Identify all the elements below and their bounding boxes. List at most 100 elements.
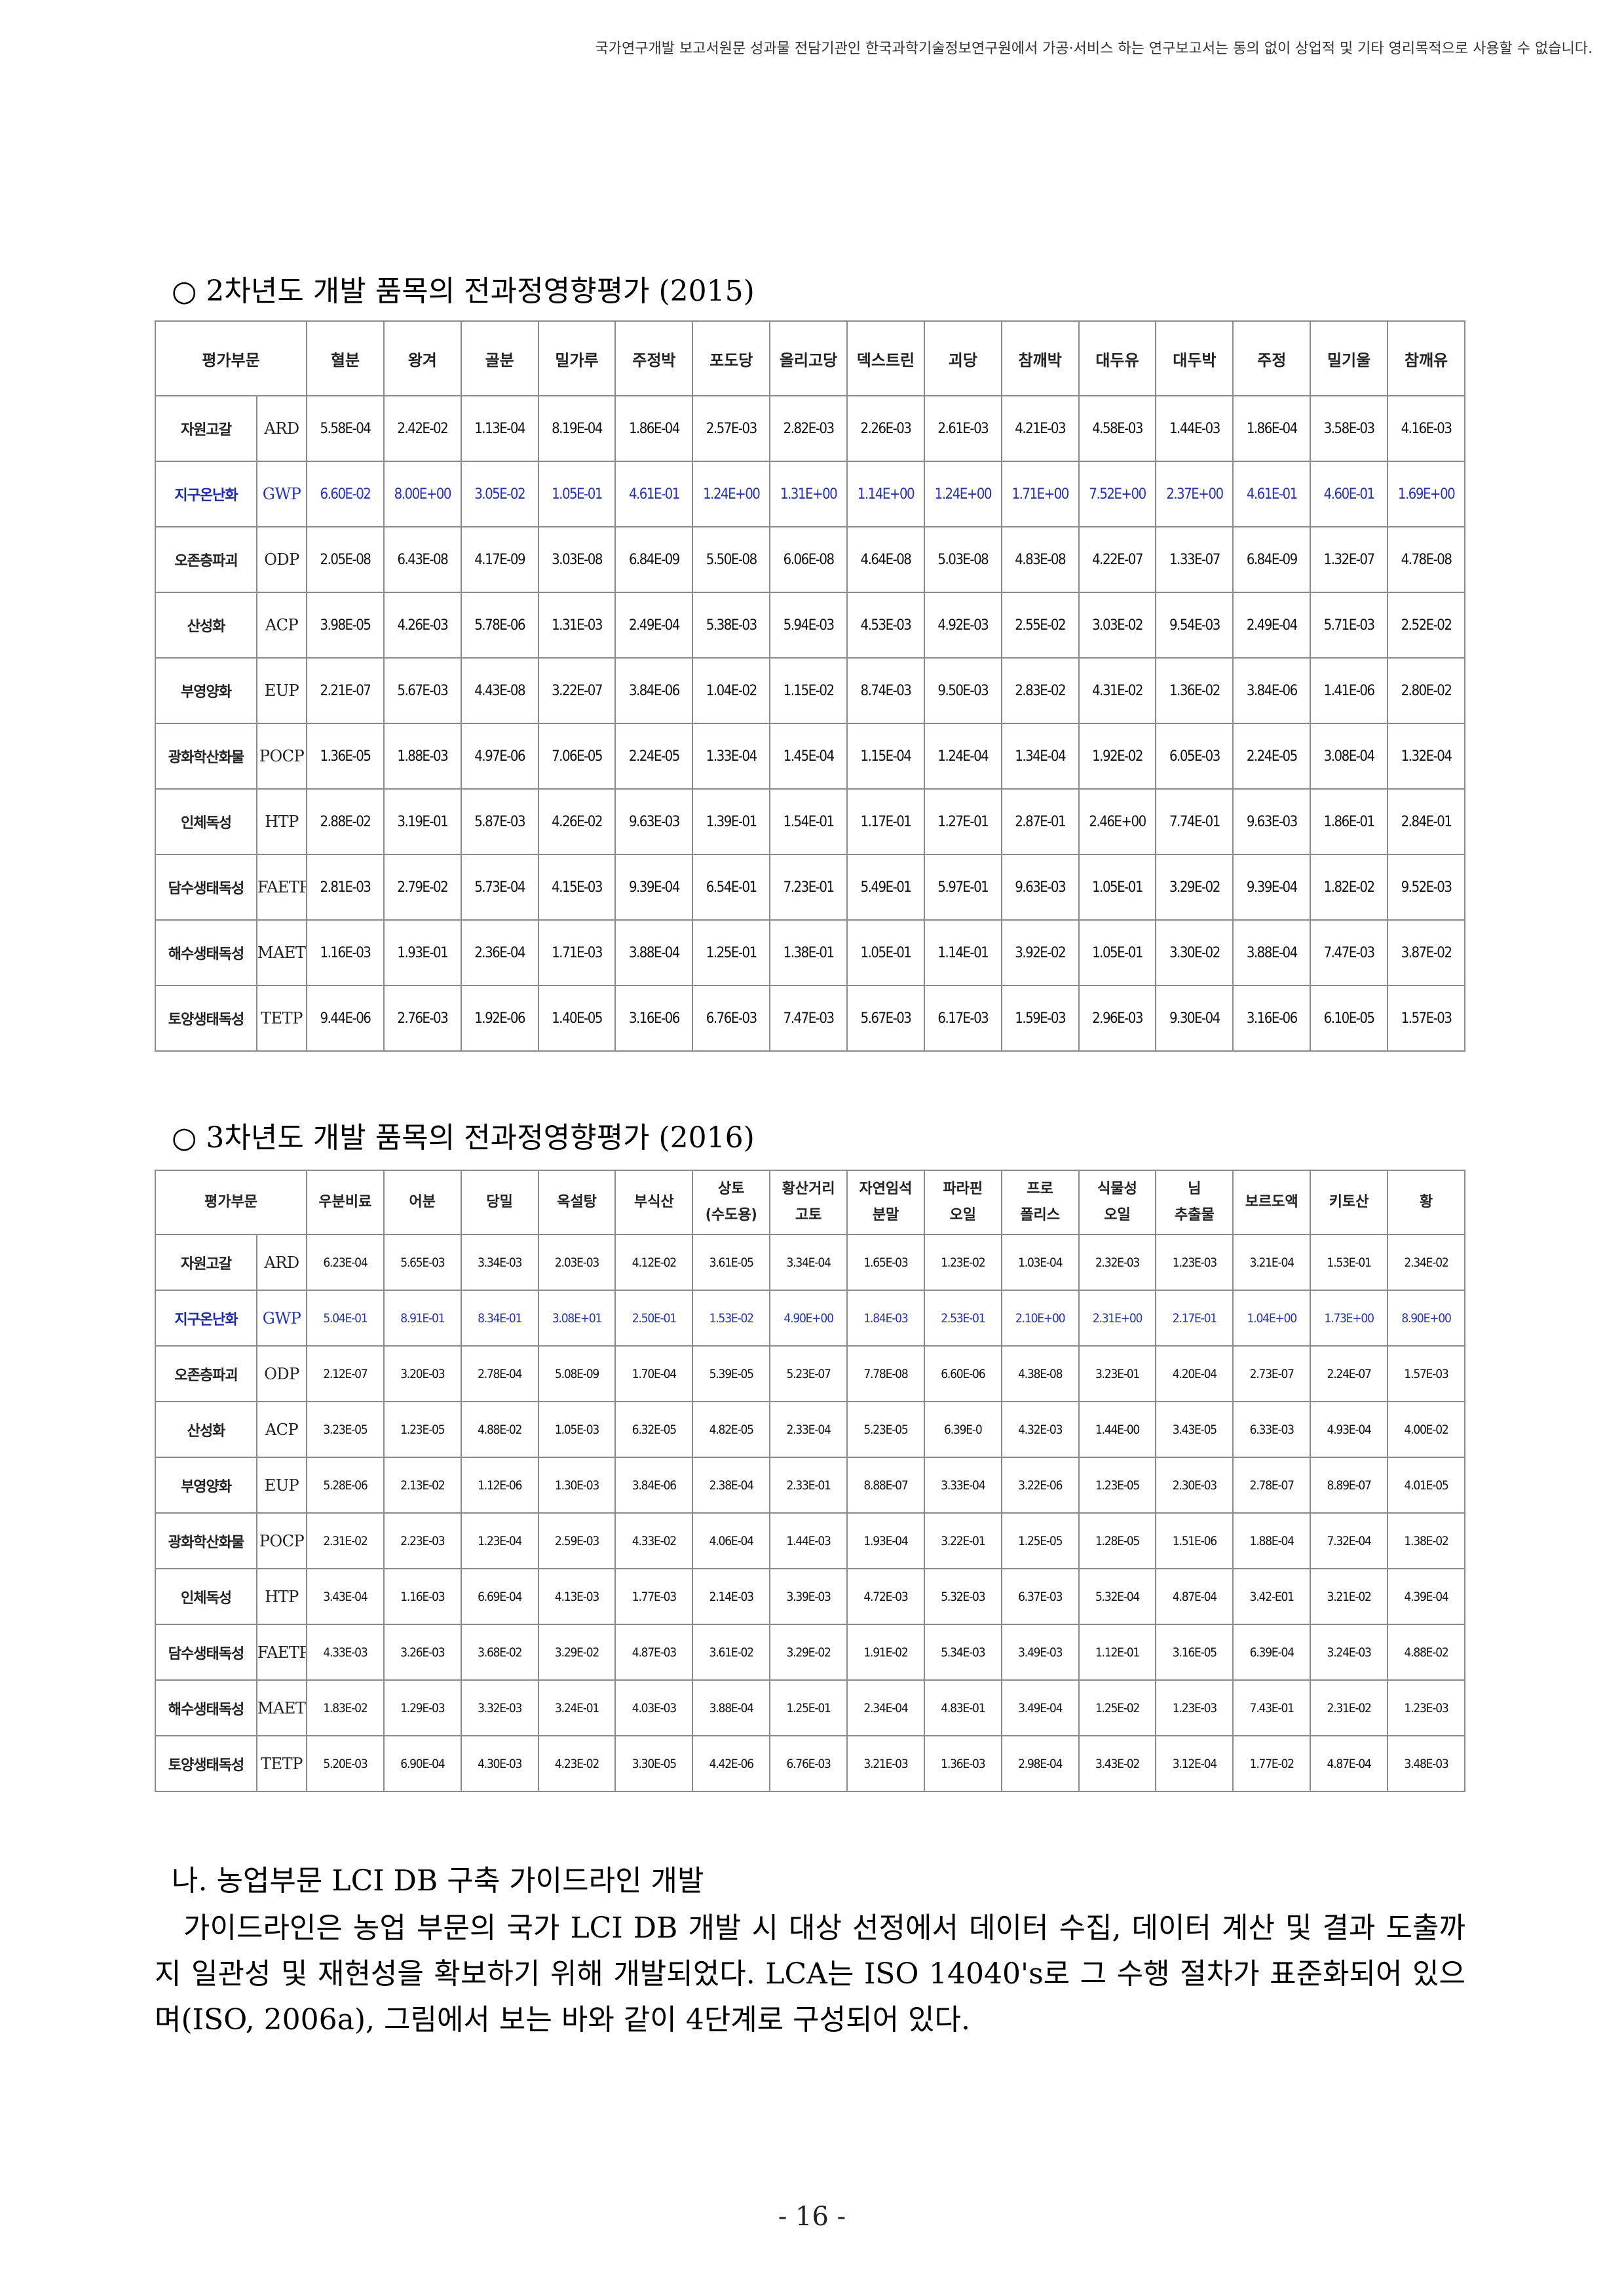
table-cell: 1.44E-00	[1078, 1401, 1157, 1458]
table-cell: 1.25E-02	[1078, 1679, 1157, 1736]
impact-category: 오존층파괴	[155, 526, 257, 593]
column-header-text: 밀기울	[1327, 351, 1371, 370]
impact-code: POCP	[255, 723, 308, 790]
column-header-text: 폴리스	[1020, 1207, 1061, 1223]
column-header-text: 주정박	[632, 351, 676, 370]
table-cell: 3.61E-05	[692, 1234, 771, 1291]
column-header: 주정	[1232, 320, 1312, 396]
table-cell: 8.90E+00	[1387, 1290, 1465, 1347]
column-header-text: 상토	[717, 1181, 745, 1197]
impact-category: 담수생태독성	[155, 1624, 257, 1681]
column-header-text: 오일	[1104, 1207, 1131, 1223]
table-cell: 1.84E-03	[846, 1290, 925, 1347]
column-header-text: 덱스트린	[856, 351, 915, 370]
table-cell: 8.89E-07	[1310, 1457, 1389, 1514]
table-cell: 1.31E+00	[769, 461, 848, 527]
table-cell: 1.12E-06	[460, 1457, 539, 1514]
table-cell: 3.49E-03	[1000, 1624, 1080, 1681]
table-cell: 9.39E-04	[1232, 854, 1312, 921]
table-cell: 3.29E-02	[537, 1624, 616, 1681]
column-header: 식물성 오일	[1078, 1170, 1157, 1235]
table-row: 광화학산화물 POCP 1.36E-05 1.88E-03 4.97E-06 7.06E-…	[155, 723, 1465, 790]
table-cell: 3.26E-03	[383, 1624, 462, 1681]
impact-code: TETP	[255, 985, 308, 1052]
column-header: 괴당	[923, 320, 1002, 396]
impact-category: 해수생태독성	[155, 1679, 257, 1736]
table-cell: 4.92E-03	[923, 592, 1002, 659]
table-cell: 4.61E-01	[614, 461, 694, 527]
table-cell: 1.17E-01	[846, 788, 925, 855]
table-cell: 2.59E-03	[537, 1512, 616, 1569]
table-cell: 4.38E-08	[1000, 1345, 1080, 1402]
table-cell: 3.48E-03	[1387, 1735, 1465, 1792]
table-cell: 1.54E-01	[769, 788, 848, 855]
table-cell: 4.23E-02	[537, 1735, 616, 1792]
table-cell: 3.49E-04	[1000, 1679, 1080, 1736]
table-cell: 2.17E-01	[1155, 1290, 1234, 1347]
table-cell: 4.72E-03	[846, 1568, 925, 1625]
table-cell: 1.23E-05	[1078, 1457, 1157, 1514]
column-header: 포도당	[692, 320, 771, 396]
column-header-text: 우분비료	[318, 1194, 372, 1210]
table-cell: 1.05E-01	[846, 919, 925, 986]
table-cell: 5.94E-03	[769, 592, 848, 659]
table-cell: 2.30E-03	[1155, 1457, 1234, 1514]
table-cell: 1.03E-04	[1000, 1234, 1080, 1291]
table-cell: 1.32E-07	[1310, 526, 1389, 593]
table-cell: 7.78E-08	[846, 1345, 925, 1402]
table-cell: 6.76E-03	[769, 1735, 848, 1792]
table-cell: 4.17E-09	[460, 526, 539, 593]
impact-code: TETP	[256, 1735, 307, 1792]
table-cell: 3.43E-04	[306, 1568, 385, 1625]
table-cell: 7.47E-03	[1310, 919, 1389, 986]
table-cell: 5.08E-09	[537, 1345, 616, 1402]
column-header: 왕겨	[383, 320, 462, 396]
table-cell: 2.12E-07	[306, 1345, 385, 1402]
table-cell: 6.10E-05	[1310, 985, 1389, 1052]
table-cell: 6.39E-0	[923, 1401, 1002, 1458]
table-cell: 5.71E-03	[1310, 592, 1389, 659]
impact-code: FAETP	[255, 854, 308, 921]
lca-table-2015: 평가부문 혈분 왕겨 골분 밀가루 주정박 포도당 올리고당 덱스트린 괴당 참깨박 대두유 대두박 주…	[154, 320, 1465, 1052]
table-cell: 6.69E-04	[460, 1568, 539, 1625]
table-cell: 1.93E-01	[383, 919, 462, 986]
table-cell: 1.70E-04	[614, 1345, 694, 1402]
table-cell: 4.20E-04	[1155, 1345, 1234, 1402]
table-cell: 4.13E-03	[537, 1568, 616, 1625]
impact-category: 자원고갈	[155, 395, 257, 462]
table-cell: 3.16E-06	[614, 985, 694, 1052]
impact-code: ODP	[255, 526, 308, 593]
table-cell: 2.34E-04	[846, 1679, 925, 1736]
table-cell: 1.44E-03	[769, 1512, 848, 1569]
table-cell: 5.49E-01	[846, 854, 925, 921]
column-header-text: 자연임석	[859, 1181, 913, 1197]
impact-code: ACP	[255, 592, 308, 659]
column-header-text: (수도용)	[705, 1207, 757, 1223]
table-cell: 1.77E-03	[614, 1568, 694, 1625]
table-cell: 3.84E-06	[1232, 657, 1312, 724]
impact-code: FAETP	[256, 1624, 307, 1681]
section-title-2016: ○ 3차년도 개발 품목의 전과정영향평가 (2016)	[172, 1121, 755, 1155]
table-row: 부영양화 EUP 2.21E-07 5.67E-03 4.43E-08 3.22E-07 3…	[155, 657, 1465, 724]
table-cell: 3.39E-03	[769, 1568, 848, 1625]
column-header: 파라핀 오일	[923, 1170, 1002, 1235]
table-cell: 6.54E-01	[692, 854, 771, 921]
table-cell: 6.37E-03	[1000, 1568, 1080, 1625]
table-row: 부영양화 EUP 5.28E-06 2.13E-02 1.12E-06 1.30E-03 3…	[155, 1457, 1465, 1514]
copyright-notice: 국가연구개발 보고서원문 성과물 전담기관인 한국과학기술정보연구원에서 가공·…	[595, 41, 1593, 57]
table-cell: 2.50E-01	[614, 1290, 694, 1347]
table-cell: 1.59E-03	[1000, 985, 1080, 1052]
impact-category: 광화학산화물	[155, 723, 257, 790]
table-cell: 1.73E+00	[1310, 1290, 1389, 1347]
table-cell: 1.14E+00	[846, 461, 925, 527]
table-cell: 4.26E-03	[383, 592, 462, 659]
body-paragraph: 가이드라인은 농업 부문의 국가 LCI DB 개발 시 대상 선정에서 데이터…	[155, 1911, 1465, 2037]
eval-category-header: 평가부문	[154, 320, 308, 396]
column-header-text: 어분	[409, 1194, 436, 1210]
table-row: 광화학산화물 POCP 2.31E-02 2.23E-03 1.23E-04 2.59E-…	[155, 1512, 1465, 1569]
column-header-text: 대두유	[1095, 351, 1139, 370]
table-row: 인체독성 HTP 3.43E-04 1.16E-03 6.69E-04 4.13E-03 1…	[155, 1568, 1465, 1625]
table-cell: 1.05E-03	[537, 1401, 616, 1458]
table-cell: 2.38E-04	[692, 1457, 771, 1514]
table-cell: 1.12E-01	[1078, 1624, 1157, 1681]
